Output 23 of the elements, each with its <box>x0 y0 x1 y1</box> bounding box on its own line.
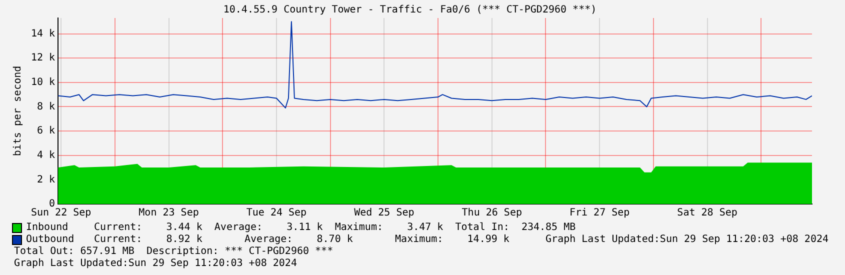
text: Current: 3.44 k Average: 3.11 k Maximum: 3.47 k Total In: 234.85 MB <box>94 222 576 234</box>
x-tick-label: Sun 22 Sep <box>30 208 92 219</box>
y-axis-title: bits per second <box>12 66 24 156</box>
y-tick-label: 12 k <box>30 52 56 64</box>
x-tick-label: Mon 23 Sep <box>138 208 199 219</box>
y-tick-label: 2 k <box>37 174 56 186</box>
x-tick-label: Tue 24 Sep <box>246 208 307 219</box>
y-tick-label: 6 k <box>37 126 56 137</box>
legend-label: Inbound <box>26 222 70 234</box>
chart-title: 10.4.55.9 Country Tower - Traffic - Fa0/6 (*** CT-PGD2960 ***) <box>223 4 597 16</box>
x-tick-label: Sat 28 Sep <box>677 208 738 219</box>
y-tick-label: 4 k <box>37 150 56 161</box>
y-tick-label: 10 k <box>30 77 56 88</box>
x-tick-label: Thu 26 Sep <box>462 208 522 219</box>
x-tick-label: Wed 25 Sep <box>354 208 414 219</box>
text: Current: 8.92 k Average: 8.70 k Maximum: 14.99 k Graph Last Updated:Sun 29 Sep 11:20:03 +08 2024 <box>94 234 829 246</box>
text: Graph Last Updated:Sun 29 Sep 11:20:03 +08 2024 <box>13 258 298 270</box>
text: Total Out: 657.91 MB Description: *** CT-PGD2960 *** <box>13 246 334 258</box>
y-tick-label: 0 <box>49 198 56 210</box>
legend-label: Outbound <box>26 234 76 246</box>
y-tick-label: 14 k <box>30 28 56 40</box>
y-tick-label: 8 k <box>37 101 56 112</box>
x-tick-label: Fri 27 Sep <box>569 208 630 219</box>
